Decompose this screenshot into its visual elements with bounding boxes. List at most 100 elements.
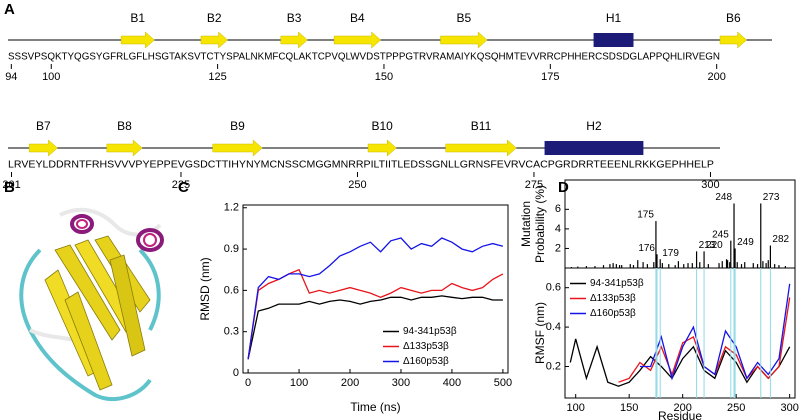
helix	[593, 33, 634, 47]
x-axis-label: Time (ns)	[350, 400, 400, 414]
strand	[367, 139, 397, 157]
annotation-label: 248	[715, 192, 732, 203]
data-line	[247, 237, 504, 360]
legend-label: Δ160p53β	[403, 356, 449, 367]
annotation-label: 245	[712, 229, 729, 240]
residue-tick-label: 275	[525, 179, 543, 191]
plot-frame	[564, 267, 796, 399]
helix	[143, 233, 157, 247]
residue-tick-label: 300	[701, 179, 719, 191]
helix	[70, 214, 94, 234]
element-label: B9	[230, 119, 245, 133]
annotation-label: 249	[737, 237, 754, 248]
x-tick-label: 0	[245, 377, 251, 389]
annotation-label: 213	[699, 240, 716, 251]
element-label: B10	[372, 119, 394, 133]
strand	[212, 139, 263, 157]
loop	[59, 207, 162, 237]
element-label: B8	[117, 119, 132, 133]
residue-tick-label: 100	[42, 71, 60, 83]
y-tick-label: 0.9	[224, 243, 239, 255]
helix	[544, 141, 644, 155]
y-tick-label: 0.2	[546, 360, 561, 372]
y-tick-label: 6	[555, 203, 561, 215]
residue-tick-label: 201	[2, 179, 20, 191]
plot-frame	[242, 204, 509, 374]
strand	[54, 244, 121, 341]
x-tick-label: 100	[567, 402, 585, 414]
data-line	[569, 338, 791, 387]
y-axis-label: Probability (%)	[533, 185, 547, 263]
strand	[106, 139, 143, 157]
chart: 0.2 0.4 0.6 100 150 200 250 300 Residue RMSF (nm)…	[533, 267, 799, 420]
y-tick-label: 0.4	[546, 321, 561, 333]
residue-tick-label: 94	[5, 71, 17, 83]
strand	[719, 31, 747, 49]
y-tick-label: 0.3	[224, 326, 239, 338]
annotation-label: 273	[763, 192, 780, 203]
chart: 2 4 6 Mutation Probability (%)	[519, 179, 796, 269]
annotation-label: 176	[638, 243, 655, 254]
loop	[19, 248, 152, 401]
x-tick-label: 300	[392, 377, 410, 389]
loop	[138, 248, 161, 331]
panel-label: C	[178, 179, 189, 196]
residue-tick-label: 200	[707, 71, 725, 83]
panel-label: B	[4, 179, 15, 196]
data-line	[247, 268, 504, 360]
element-label: B4	[350, 11, 365, 25]
y-axis-label: RMSD (nm)	[198, 257, 212, 320]
strand	[445, 139, 517, 157]
legend-label: Δ133p53β	[403, 341, 449, 352]
legend-label: Δ133p53β	[590, 293, 636, 304]
element-label: B11	[471, 119, 492, 133]
strand	[109, 254, 146, 357]
strand	[120, 31, 155, 49]
x-tick-label: 300	[780, 402, 798, 414]
x-tick-label: 500	[494, 377, 512, 389]
element-label: B3	[287, 11, 302, 25]
annotation-label: 175	[637, 210, 654, 221]
x-tick-label: 150	[620, 402, 638, 414]
element-label: H1	[606, 11, 622, 25]
x-tick-label: 200	[673, 402, 691, 414]
element-label: H2	[586, 119, 602, 133]
y-axis-label: Mutation	[519, 201, 533, 247]
x-axis-label: Residue	[658, 409, 702, 420]
y-axis-label: RMSF (nm)	[533, 302, 547, 364]
strand	[28, 139, 58, 157]
strand	[64, 291, 113, 391]
legend-label: 94-341p53β	[590, 278, 644, 289]
sequence: LRVEYLDDRNTFRHSVVVPYEPPEVGSDCTTIHYNYMCNS…	[8, 160, 714, 171]
residue-tick-label: 250	[348, 179, 366, 191]
x-tick-label: 200	[341, 377, 359, 389]
residue-tick-label: 125	[208, 71, 226, 83]
y-tick-label: 1.2	[224, 202, 239, 214]
y-tick-label: 2	[555, 242, 561, 254]
strand	[333, 31, 382, 49]
element-label: B7	[36, 119, 51, 133]
residue-tick-label: 225	[172, 179, 190, 191]
element-label: B1	[130, 11, 145, 25]
annotation-label: 179	[662, 248, 679, 259]
x-tick-label: 250	[727, 402, 745, 414]
panel-label: A	[4, 1, 15, 18]
annotation-label: 220	[706, 240, 723, 251]
x-tick-label: 400	[443, 377, 461, 389]
strand	[200, 31, 228, 49]
data-line	[639, 283, 791, 381]
protein-cartoon	[10, 198, 175, 413]
helix	[136, 228, 164, 252]
chart: 0 0.3 0.6 0.9 1.2 0 100 200 300 400 500 Time (ns) RM…	[198, 202, 512, 415]
y-tick-label: 0.6	[224, 284, 239, 296]
strand	[440, 31, 488, 49]
y-tick-label: 4	[555, 223, 561, 235]
element-label: B6	[726, 11, 741, 25]
sequence: SSSVPSQKTYQGSYGFRLGFLHSGTAKSVTCTYSPALNKM…	[8, 52, 720, 63]
legend-label: 94-341p53β	[403, 326, 457, 337]
strand	[280, 31, 308, 49]
residue-tick-label: 150	[375, 71, 393, 83]
annotation-label: 282	[772, 234, 789, 245]
residue-tick-label: 175	[541, 71, 559, 83]
